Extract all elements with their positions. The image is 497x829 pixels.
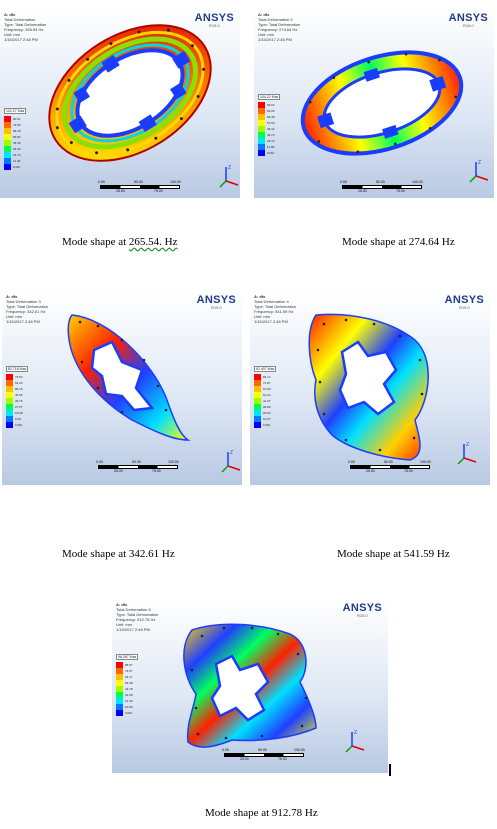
color-legend [4,116,11,170]
text-cursor-mark [389,764,391,776]
legend-max-label: 102.27 Max [4,108,27,114]
deformed-disc-mode2 [300,50,464,156]
scale-bar: 0.00 50.00 100.00 (mm) 25.00 75.00 [340,180,423,193]
svg-text:Z: Z [478,160,481,166]
scale-bar: 0.00 50.00 100.00 (mm) 25.00 75.00 [96,460,179,473]
caption-mode-2: Mode shape at 274.64 Hz [342,236,455,248]
svg-text:Z: Z [354,730,357,736]
deformed-disc-mode3 [67,314,191,441]
axis-triad-icon: Z [457,442,477,465]
legend-max-label: 82.718 Max [6,366,29,372]
ansys-logo: ANSYS R15.0 [448,12,488,28]
legend-values: 92.64 81.06 69.48 57.90 46.32 34.74 23.16 11.58… [267,103,275,155]
scale-bar: 0.00 50.00 100.00 (mm) 25.00 75.00 [98,180,181,193]
legend-max-label: 104.22 Max [258,94,281,100]
axis-triad-icon: Z [469,160,489,183]
deformed-disc-mode5 [183,623,317,748]
caption-mode-4: Mode shape at 541.59 Hz [337,548,450,560]
mode-shape-panel-5: A: dfx Total Deformation 5 Type: Total D… [112,598,388,773]
mode-shape-panel-4: A: dfx Total Deformation 4 Type: Total D… [250,290,490,485]
result-header: A: dfx Total Deformation 5 Type: Total D… [116,602,159,632]
deformed-disc-mode4 [308,313,429,461]
color-legend [258,102,265,156]
result-header: A: dfx Total Deformation 4 Type: Total D… [254,294,297,324]
svg-text:Z: Z [466,442,469,448]
legend-values: 85.57 74.87 64.17 53.48 42.78 32.08 21.39 10.69… [125,663,133,715]
legend-values: 90.91 79.55 68.18 56.82 45.45 34.09 22.73 11.36… [13,117,21,169]
legend-values: 73.53 64.34 55.15 45.95 36.76 27.57 18.38 9.19 0… [15,375,23,427]
result-header: A: dfx Total Deformation 3 Type: Total D… [6,294,49,324]
scale-bar: 0.00 50.00 100.00 (mm) 25.00 75.00 [348,460,431,473]
result-header: A: dfx Total Deformation Type: Total Def… [4,12,47,42]
color-legend [6,374,13,428]
caption-mode-1: Mode shape at 265.54. Hz [62,236,178,248]
axis-triad-icon: Z [221,450,241,473]
axis-triad-icon: Z [219,165,239,188]
color-legend [254,374,261,428]
mode-shape-panel-1: A: dfx Total Deformation Type: Total Def… [0,8,240,198]
result-header: A: dfx Total Deformation 2 Type: Total D… [258,12,301,42]
legend-max-label: 96.267 Max [116,654,139,660]
color-legend [116,662,123,716]
ansys-logo: ANSYS R15.0 [342,602,382,618]
caption-mode-5: Mode shape at 912.78 Hz [205,807,318,819]
mode-shape-panel-2: A: dfx Total Deformation 2 Type: Total D… [254,8,494,198]
deformed-disc-mode1 [48,24,212,162]
svg-text:Z: Z [228,165,231,171]
axis-triad-icon: Z [345,730,365,753]
ansys-logo: ANSYS R15.0 [444,294,484,310]
mode-shape-panel-3: A: dfx Total Deformation 3 Type: Total D… [2,290,242,485]
scale-bar: 0.00 50.00 100.00 (mm) 25.00 75.00 [222,748,305,761]
ansys-logo: ANSYS R15.0 [194,12,234,28]
caption-mode-3: Mode shape at 342.61 Hz [62,548,175,560]
legend-values: 82.14 71.87 61.60 51.34 41.07 30.80 20.53 10.27… [263,375,271,427]
legend-max-label: 92.407 Max [254,366,277,372]
ansys-logo: ANSYS R15.0 [196,294,236,310]
svg-text:Z: Z [230,450,233,456]
